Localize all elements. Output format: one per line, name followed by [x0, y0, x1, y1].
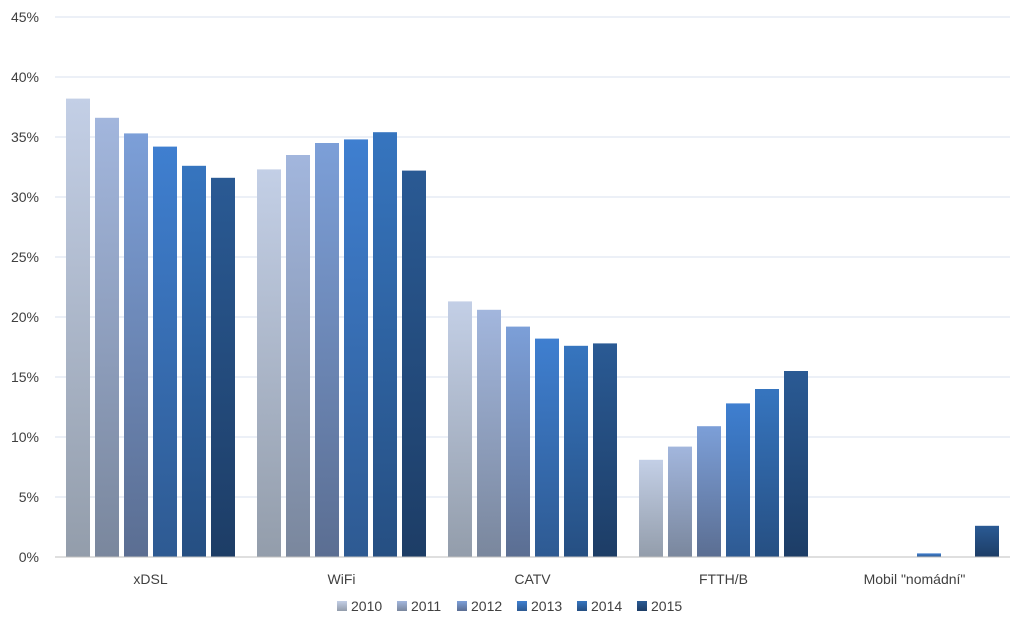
bar-2010: [639, 459, 663, 557]
bar-2013: [344, 139, 368, 557]
x-category-label: FTTH/B: [699, 571, 748, 587]
bar-2011: [286, 155, 310, 557]
legend-swatch: [457, 601, 467, 611]
legend-swatch: [337, 601, 347, 611]
bar-2014: [755, 389, 779, 557]
bar-2013: [535, 338, 559, 557]
legend-item: 2015: [637, 598, 682, 614]
bar-2010: [257, 169, 281, 557]
bar-2014: [373, 132, 397, 557]
legend-item: 2011: [397, 598, 441, 614]
y-tick-label: 40%: [11, 69, 39, 85]
bar-2012: [697, 426, 721, 557]
legend-label: 2012: [471, 598, 502, 614]
bar-2010: [66, 98, 90, 557]
bar-2011: [477, 309, 501, 557]
legend-item: 2014: [577, 598, 622, 614]
bar-2011: [95, 117, 119, 558]
legend-item: 2012: [457, 598, 502, 614]
bar-2013: [917, 553, 941, 557]
y-tick-label: 25%: [11, 249, 39, 265]
bar-2012: [124, 133, 148, 557]
legend-item: 2010: [337, 598, 382, 614]
y-tick-label: 5%: [19, 489, 39, 505]
legend-item: 2013: [517, 598, 562, 614]
y-tick-label: 15%: [11, 369, 39, 385]
bar-2012: [315, 143, 339, 557]
legend-swatch: [577, 601, 587, 611]
legend-label: 2011: [411, 598, 441, 614]
legend-swatch: [637, 601, 647, 611]
bars: [66, 98, 999, 558]
legend-label: 2010: [351, 598, 382, 614]
x-category-label: Mobil "nomádní": [864, 571, 966, 587]
bar-2015: [402, 170, 426, 557]
bar-2015: [784, 371, 808, 557]
y-tick-label: 30%: [11, 189, 39, 205]
legend-label: 2014: [591, 598, 622, 614]
legend-swatch: [397, 601, 407, 611]
x-category-label: CATV: [514, 571, 551, 587]
y-tick-label: 10%: [11, 429, 39, 445]
x-axis-categories: xDSL WiFi CATV FTTH/B Mobil "nomádní": [133, 571, 965, 587]
bar-2015: [593, 343, 617, 557]
legend-label: 2015: [651, 598, 682, 614]
y-tick-label: 0%: [19, 549, 39, 565]
bar-2012: [506, 326, 530, 557]
bar-2010: [448, 301, 472, 557]
y-tick-label: 45%: [11, 9, 39, 25]
legend-label: 2013: [531, 598, 562, 614]
y-tick-label: 35%: [11, 129, 39, 145]
legend-swatch: [517, 601, 527, 611]
x-category-label: WiFi: [328, 571, 356, 587]
bar-2014: [564, 345, 588, 557]
legend: 2010 2011 2012 2013 2014 2015: [337, 598, 682, 614]
y-axis-ticks: 0% 5% 10% 15% 20% 25% 30% 35% 40% 45%: [11, 9, 39, 565]
bar-2015: [211, 177, 235, 558]
bar-2013: [726, 403, 750, 557]
y-tick-label: 20%: [11, 309, 39, 325]
bar-2015: [975, 525, 999, 557]
bar-2014: [182, 165, 206, 558]
bar-2013: [153, 146, 177, 557]
x-category-label: xDSL: [133, 571, 167, 587]
bar-2011: [668, 446, 692, 557]
